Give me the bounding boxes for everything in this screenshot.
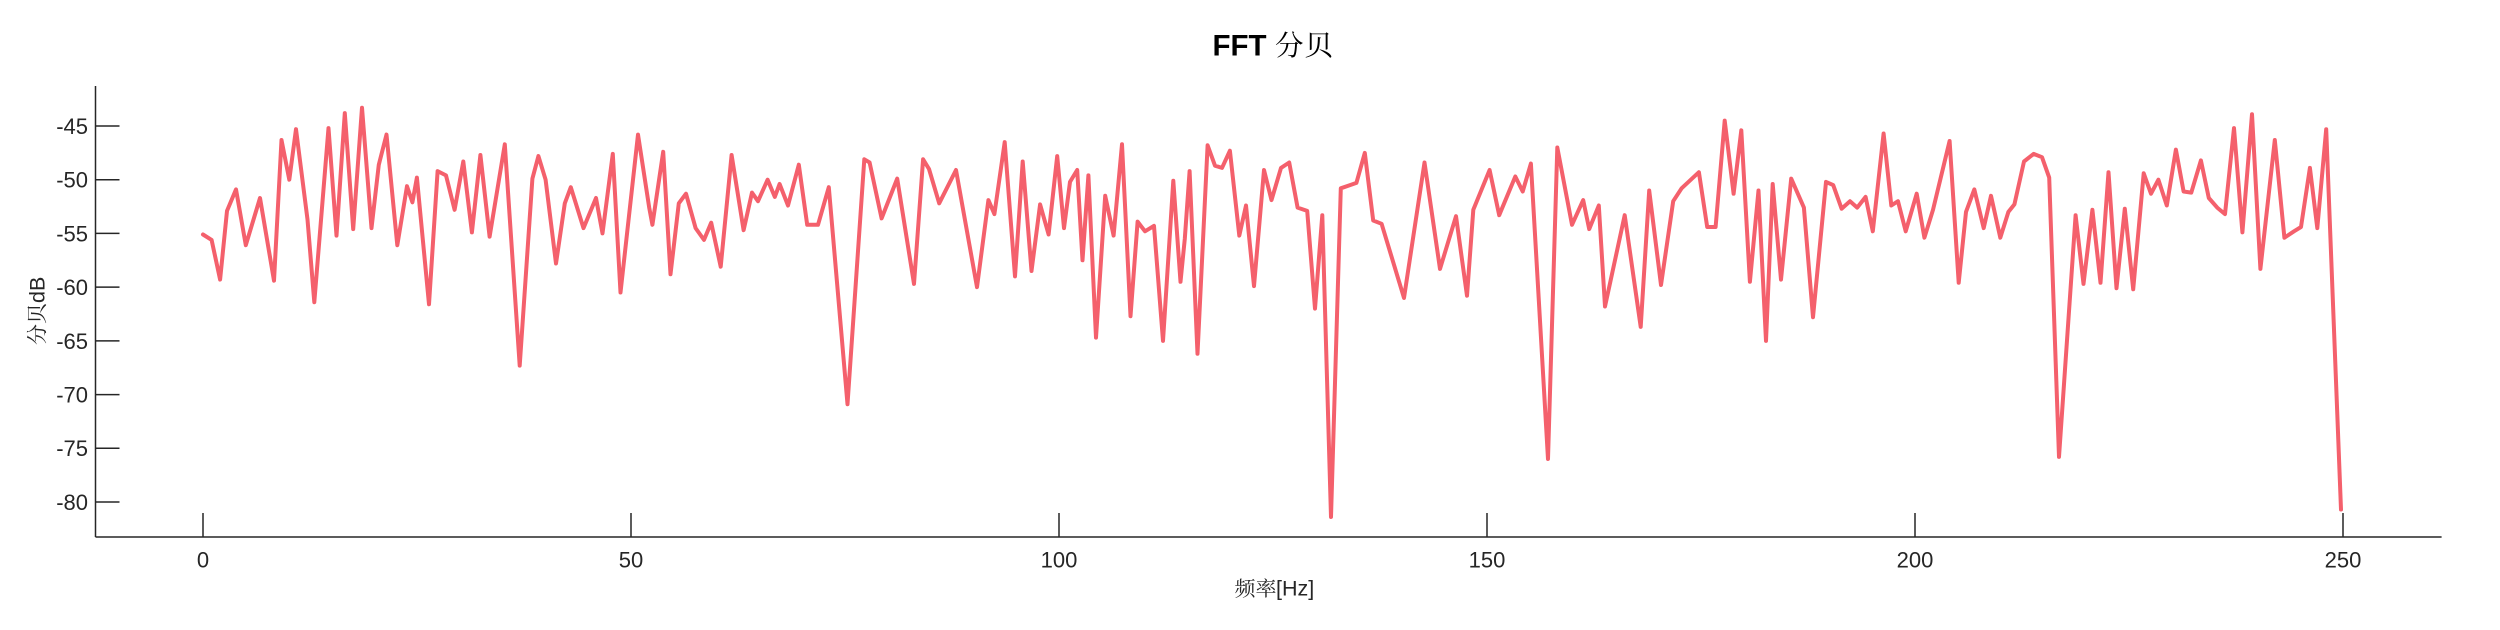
svg-text:-65: -65 xyxy=(56,329,88,354)
svg-text:0: 0 xyxy=(197,548,209,573)
svg-text:-55: -55 xyxy=(56,221,88,246)
svg-text:-70: -70 xyxy=(56,383,88,408)
svg-text:50: 50 xyxy=(619,548,643,573)
svg-text:100: 100 xyxy=(1041,548,1078,573)
svg-text:-45: -45 xyxy=(56,114,88,139)
svg-text:-75: -75 xyxy=(56,436,88,461)
svg-text:150: 150 xyxy=(1469,548,1506,573)
svg-text:-60: -60 xyxy=(56,275,88,300)
svg-text:200: 200 xyxy=(1897,548,1934,573)
svg-text:250: 250 xyxy=(2325,548,2362,573)
svg-text:[Hz]: [Hz] xyxy=(1276,577,1314,601)
svg-text:-50: -50 xyxy=(56,168,88,193)
svg-text:-80: -80 xyxy=(56,490,88,515)
svg-text:FFT: FFT xyxy=(1213,29,1267,62)
svg-text:dB: dB xyxy=(26,277,50,303)
